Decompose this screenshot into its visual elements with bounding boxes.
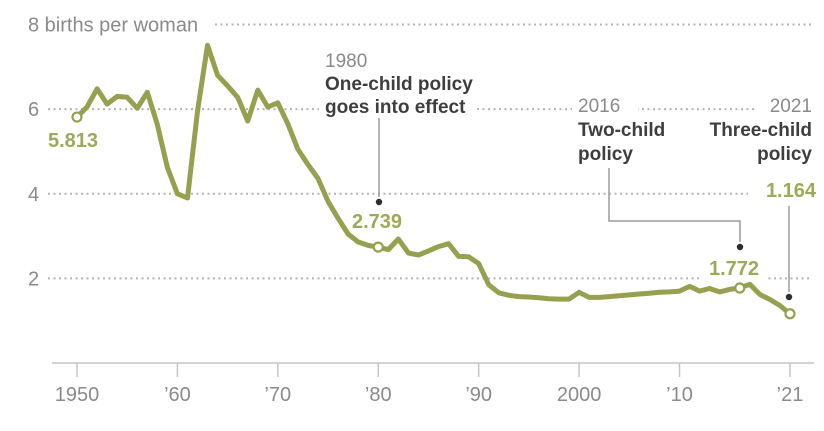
value-label-1950: 5.813 (48, 130, 98, 152)
fertility-rate-line (74, 42, 793, 317)
label-mask (319, 95, 477, 115)
annotation-pointer-dot-1980 (375, 198, 383, 206)
label-mask (572, 143, 636, 163)
annotation-text-2021-line1: Three-child (710, 120, 812, 141)
value-label-1980: 2.739 (352, 211, 402, 233)
x-axis-tick-label-2021: ’21 (777, 384, 804, 406)
label-mask (755, 96, 817, 114)
y-axis-label-8: 8 births per woman (28, 15, 198, 37)
label-mask (704, 119, 818, 139)
annotation-year-2016: 2016 (578, 96, 620, 117)
annotation-pointer-2016 (608, 168, 741, 242)
value-label-2016: 1.772 (709, 258, 759, 280)
data-point-marker-2016 (734, 282, 746, 294)
data-point-marker-1950 (71, 111, 83, 123)
label-mask (319, 72, 481, 92)
value-label-2021: 1.164 (766, 180, 817, 202)
data-point-marker-1980 (372, 241, 384, 253)
annotation-text-2016-line1: Two-child (578, 120, 665, 141)
annotation-pointer-dot-2021 (785, 293, 793, 301)
y-axis-label-2: 2 (28, 268, 39, 290)
annotation-text-1980-line2: goes into effect (325, 97, 466, 118)
annotation-pointer-dot-2016 (736, 243, 744, 251)
x-axis-tick-label-1960: ’60 (164, 384, 191, 406)
label-mask (572, 96, 638, 114)
y-axis-label-6: 6 (28, 99, 39, 121)
x-axis-tick-label-1970: ’70 (264, 384, 291, 406)
annotation-year-1980: 1980 (325, 51, 367, 72)
label-mask (572, 119, 674, 139)
x-axis-tick-label-2000: 2000 (557, 384, 602, 406)
annotation-year-2021: 2021 (770, 96, 812, 117)
y-axis-label-4: 4 (28, 184, 39, 206)
label-mask (748, 179, 818, 201)
x-axis-tick-label-1990: ’90 (465, 384, 492, 406)
x-axis-tick-label-1950: 1950 (55, 384, 100, 406)
annotation-text-2021-line2: policy (757, 144, 812, 165)
label-mask (319, 51, 373, 69)
label-mask (702, 257, 766, 280)
annotation-text-1980-line1: One-child policy (325, 74, 473, 95)
x-axis-tick-label-2010: ’10 (666, 384, 693, 406)
label-mask (748, 143, 818, 163)
data-point-marker-2021 (784, 308, 796, 320)
x-axis-tick-label-1980: ’80 (365, 384, 392, 406)
annotation-text-2016-line2: policy (578, 144, 633, 165)
